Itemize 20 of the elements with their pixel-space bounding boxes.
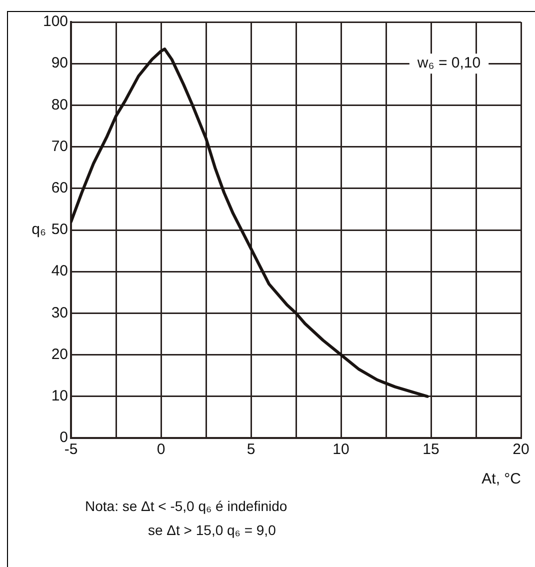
- y-tick-label: 100: [42, 13, 68, 30]
- y-tick-label: 70: [51, 138, 68, 155]
- y-tick-label: 90: [51, 54, 68, 72]
- y-axis-title: q₆: [32, 221, 46, 238]
- annotation: w₆ = 0,10: [416, 54, 481, 72]
- y-tick-label: 30: [51, 304, 68, 322]
- x-tick-label: 10: [332, 441, 350, 458]
- x-tick-label: 15: [422, 441, 440, 458]
- y-tick-label: 50: [51, 221, 68, 238]
- x-axis-title: At, °C: [482, 470, 522, 488]
- x-tick-label: 20: [512, 441, 530, 458]
- text: Nota: se Δt < -5,0 q₆ é indefinido: [85, 498, 288, 514]
- y-tick-label: 10: [51, 388, 68, 405]
- x-tick-label: 5: [246, 441, 256, 458]
- x-tick-label: 0: [156, 441, 166, 458]
- text: se Δt > 15,0 q₆ = 9,0: [148, 522, 276, 538]
- y-tick-label: 80: [51, 96, 68, 114]
- y-tick-label: 60: [51, 180, 68, 197]
- y-tick-label: 40: [51, 262, 68, 280]
- y-tick-label: 20: [51, 346, 68, 363]
